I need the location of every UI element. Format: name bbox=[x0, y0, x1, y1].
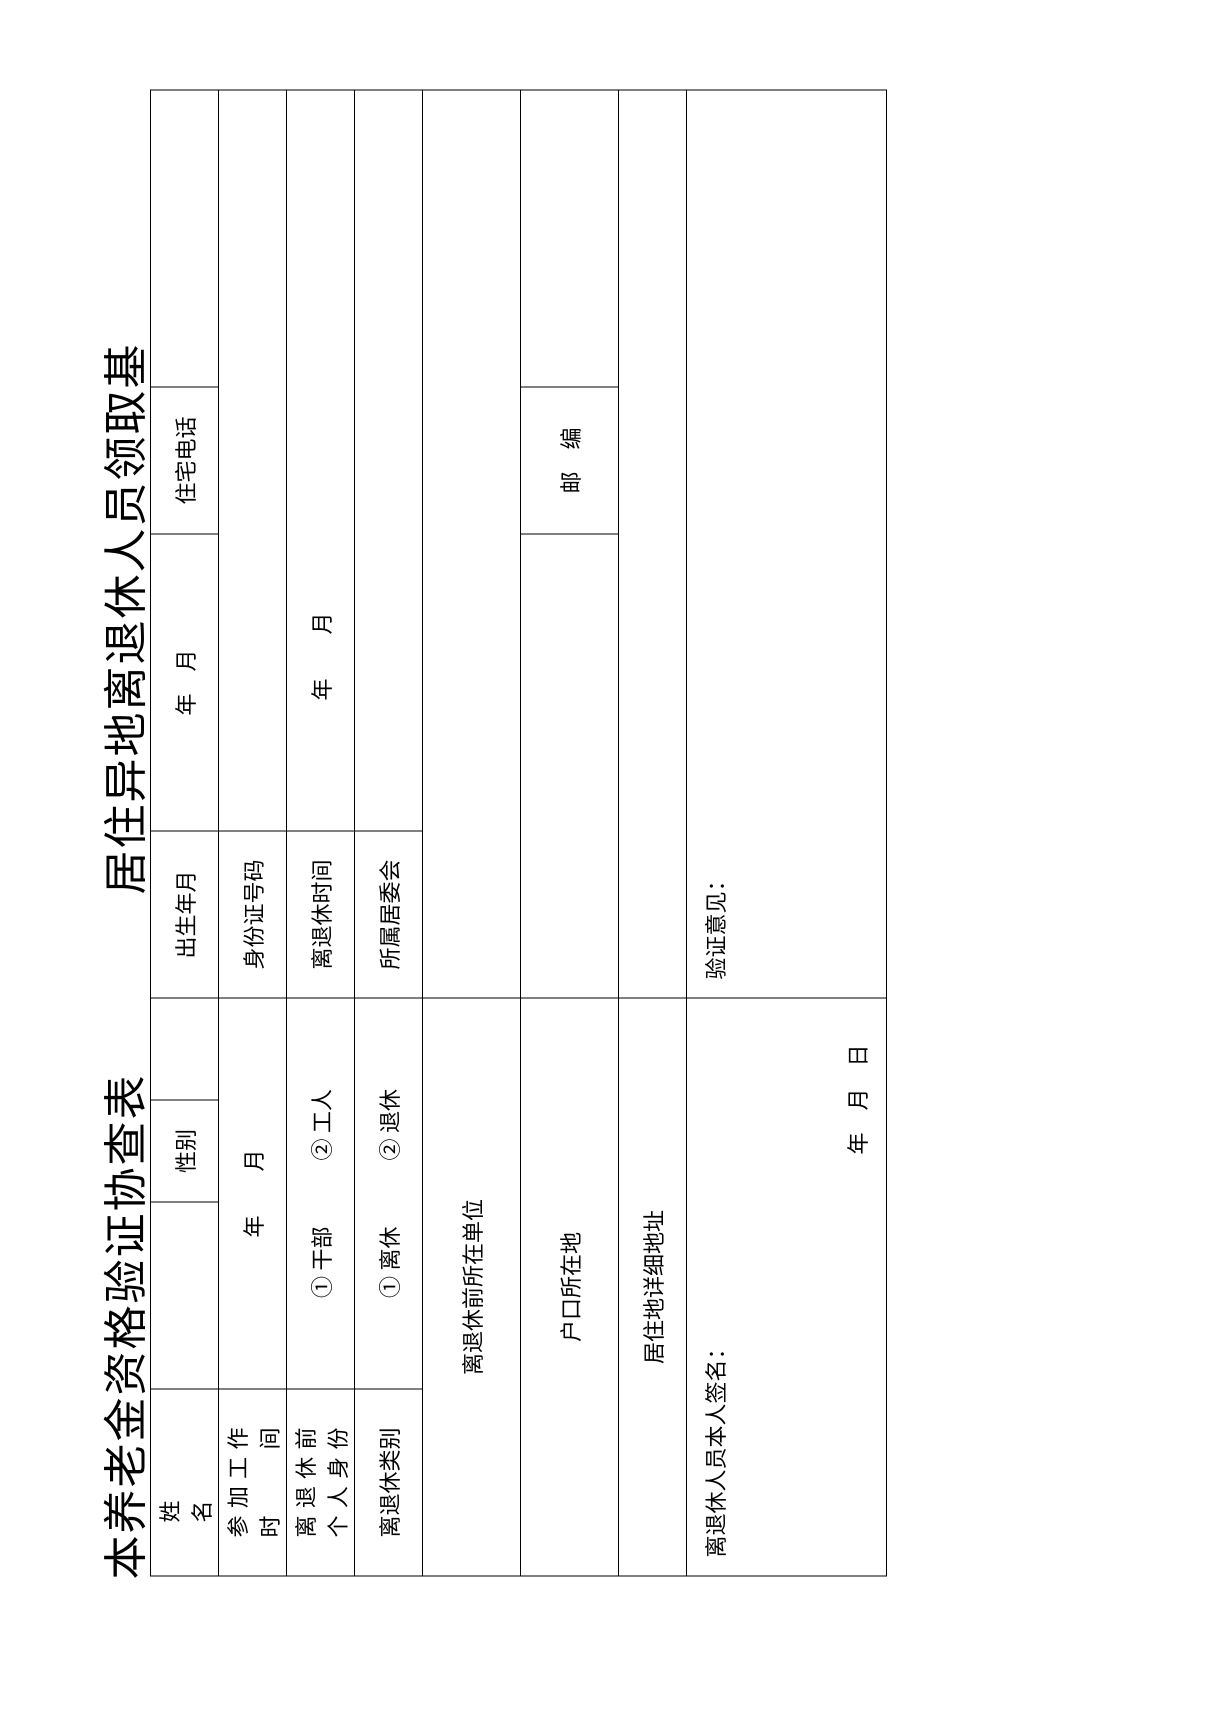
label-name: 姓 名 bbox=[151, 1389, 219, 1576]
label-birth: 出生年月 bbox=[151, 831, 219, 998]
field-worktime[interactable]: 年 月 bbox=[219, 998, 287, 1389]
form-table: 姓 名 性别 出生年月 年 月 住宅电话 参加工作 时 间 年 月 身份证号码 … bbox=[150, 89, 887, 1576]
label-verify: 验证意见： bbox=[699, 108, 731, 979]
label-home-phone: 住宅电话 bbox=[151, 387, 219, 534]
title-left: 本养老金资格验证协查表 bbox=[90, 1073, 154, 1579]
label-hukou: 户口所在地 bbox=[521, 998, 619, 1576]
label-idno: 身份证号码 bbox=[219, 831, 287, 998]
field-pre-unit[interactable] bbox=[423, 90, 521, 998]
label-pre-identity: 离退休前 个人身份 bbox=[287, 1389, 355, 1576]
label-address: 居住地详细地址 bbox=[619, 998, 687, 1576]
label-committee: 所属居委会 bbox=[355, 831, 423, 998]
field-pre-identity[interactable]: ① 干部 ② 工人 bbox=[287, 998, 355, 1389]
label-pre-unit: 离退休前所在单位 bbox=[423, 998, 521, 1576]
field-retire-time[interactable]: 年 月 bbox=[287, 90, 355, 831]
label-signature: 离退休人员本人签名： bbox=[699, 1016, 731, 1557]
field-committee[interactable] bbox=[355, 90, 423, 831]
verify-cell[interactable]: 验证意见： bbox=[687, 90, 887, 998]
label-retire-time: 离退休时间 bbox=[287, 831, 355, 998]
signature-cell[interactable]: 离退休人员本人签名： 年 月 日 bbox=[687, 998, 887, 1576]
field-name[interactable] bbox=[151, 1202, 219, 1389]
label-gender: 性别 bbox=[151, 1100, 219, 1202]
label-worktime: 参加工作 时 间 bbox=[219, 1389, 287, 1576]
field-postcode[interactable] bbox=[521, 90, 619, 387]
field-hukou[interactable] bbox=[521, 534, 619, 998]
field-address[interactable] bbox=[619, 90, 687, 998]
label-postcode: 邮 编 bbox=[521, 387, 619, 534]
field-retire-type[interactable]: ① 离休 ② 退休 bbox=[355, 998, 423, 1389]
field-birth[interactable]: 年 月 bbox=[151, 534, 219, 831]
field-home-phone[interactable] bbox=[151, 90, 219, 387]
label-date: 年 月 日 bbox=[731, 1016, 873, 1557]
field-gender[interactable] bbox=[151, 998, 219, 1100]
label-retire-type: 离退休类别 bbox=[355, 1389, 423, 1576]
field-idno[interactable] bbox=[219, 90, 287, 831]
title-right: 居住异地离退休人员领取基 bbox=[90, 342, 154, 894]
